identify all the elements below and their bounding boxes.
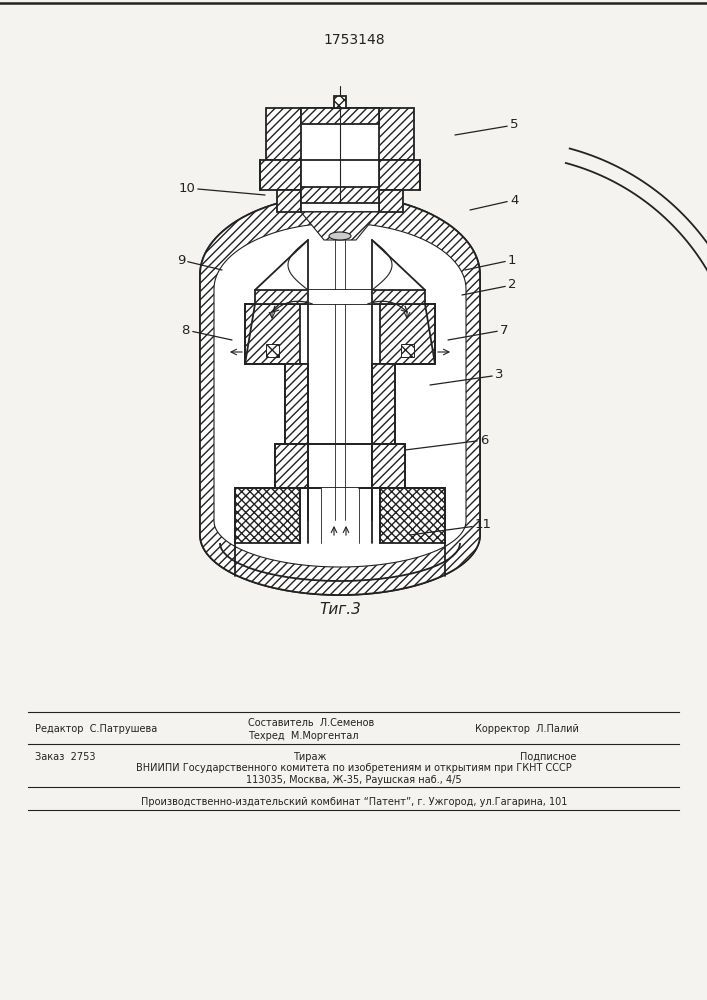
- Text: 10: 10: [178, 182, 265, 195]
- Text: Подписное: Подписное: [520, 752, 576, 762]
- Bar: [301, 190, 379, 212]
- Text: 3: 3: [430, 368, 503, 385]
- Text: 7: 7: [448, 324, 508, 340]
- Text: Корректор  Л.Палий: Корректор Л.Палий: [475, 724, 579, 734]
- Bar: [301, 108, 379, 124]
- Bar: [379, 160, 420, 190]
- Bar: [285, 364, 308, 444]
- Text: ВНИИПИ Государственного комитета по изобретениям и открытиям при ГКНТ СССР: ВНИИПИ Государственного комитета по изоб…: [136, 763, 572, 773]
- Bar: [277, 190, 301, 212]
- Text: Тираж: Тираж: [293, 752, 327, 762]
- Text: Редактор  С.Патрушева: Редактор С.Патрушева: [35, 724, 157, 734]
- Bar: [380, 304, 435, 364]
- Bar: [301, 187, 379, 203]
- Polygon shape: [200, 195, 480, 595]
- Text: 1: 1: [465, 253, 517, 270]
- Text: 4: 4: [470, 194, 518, 210]
- Bar: [379, 190, 403, 212]
- Bar: [321, 488, 359, 543]
- Bar: [275, 444, 308, 488]
- Bar: [255, 290, 425, 304]
- Bar: [334, 96, 346, 108]
- Text: Составитель  Л.Семенов: Составитель Л.Семенов: [248, 718, 374, 728]
- Text: Производственно-издательский комбинат “Патент”, г. Ужгород, ул.Гагарина, 101: Производственно-издательский комбинат “П…: [141, 797, 567, 807]
- Bar: [307, 290, 373, 304]
- Bar: [380, 488, 445, 543]
- Text: 113035, Москва, Ж-35, Раушская наб., 4/5: 113035, Москва, Ж-35, Раушская наб., 4/5: [246, 775, 462, 785]
- Bar: [301, 108, 379, 203]
- Bar: [301, 160, 379, 190]
- Text: Τиг.3: Τиг.3: [319, 601, 361, 616]
- Text: 1753148: 1753148: [323, 33, 385, 47]
- Bar: [372, 364, 395, 444]
- Text: 6: 6: [405, 434, 489, 450]
- Text: 5: 5: [455, 118, 518, 135]
- Bar: [245, 304, 300, 364]
- Text: 8: 8: [182, 324, 232, 340]
- Polygon shape: [214, 223, 466, 567]
- Text: 2: 2: [462, 278, 517, 295]
- Text: 9: 9: [177, 253, 222, 270]
- Text: Техред  М.Моргентал: Техред М.Моргентал: [248, 731, 358, 741]
- Text: Заказ  2753: Заказ 2753: [35, 752, 95, 762]
- Polygon shape: [301, 212, 379, 240]
- Bar: [372, 444, 405, 488]
- Text: 11: 11: [410, 518, 492, 535]
- Ellipse shape: [329, 232, 351, 240]
- Bar: [260, 160, 301, 190]
- Bar: [235, 488, 300, 543]
- Polygon shape: [200, 195, 480, 595]
- Bar: [401, 344, 414, 357]
- Bar: [266, 344, 279, 357]
- Bar: [266, 108, 414, 160]
